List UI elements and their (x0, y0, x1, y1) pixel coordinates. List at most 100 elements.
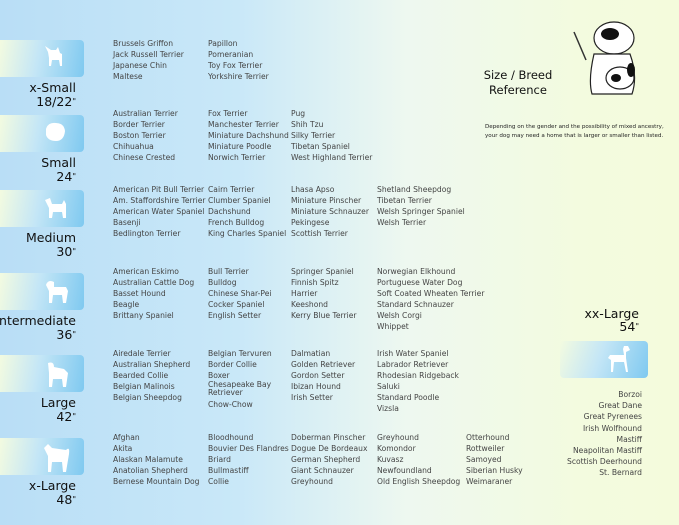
size-name: xx-Large (584, 306, 639, 321)
breed-item: King Charles Spaniel (208, 229, 287, 238)
breed-item: Doberman Pinscher (291, 433, 366, 442)
breed-item: Scottish Terrier (291, 229, 348, 238)
breed-item: Airedale Terrier (113, 349, 171, 358)
breed-column: Fox Terrier Manchester Terrier Miniature D… (208, 108, 289, 163)
size-box-intermediate (0, 273, 84, 310)
size-label-x-large: x-Large 48" (29, 479, 76, 507)
breed-column: Doberman Pinscher Dogue De Bordeaux German… (291, 432, 367, 487)
breed-item: Great Pyrenees (583, 412, 642, 422)
breed-item: Bull Terrier (208, 267, 249, 276)
inch-mark: " (72, 97, 76, 106)
size-disclaimer: Depending on the gender and the possibil… (485, 123, 664, 140)
size-box-large (0, 355, 84, 392)
breed-item: Tibetan Terrier (377, 196, 432, 205)
breed-item: Cairn Terrier (208, 185, 255, 194)
breed-item: Boxer (208, 371, 230, 380)
breed-item: Siberian Husky (466, 466, 523, 475)
breed-item: Greyhound (377, 433, 419, 442)
papillon-silhouette-icon (45, 46, 62, 66)
breed-item: Fox Terrier (208, 109, 248, 118)
size-inches: 30 (56, 244, 73, 259)
note-line: Depending on the gender and the possibil… (485, 124, 664, 130)
breed-item: Gordon Setter (291, 371, 345, 380)
breed-item: Rhodesian Ridgeback (377, 371, 459, 380)
breed-item: Newfoundland (377, 466, 432, 475)
breed-item: Soft Coated Wheaten Terrier (377, 289, 485, 298)
breed-item: Alaskan Malamute (113, 455, 183, 464)
breed-item: Otterhound (466, 433, 510, 442)
page-title: Size / Breed Reference (482, 68, 554, 98)
xx-large-breed-list: Borzoi Great Dane Great Pyrenees Irish Wolf… (567, 389, 642, 479)
breed-column: Lhasa Apso Miniature Pinscher Miniature Sc… (291, 184, 369, 239)
breed-item: Chinese Shar-Pei (208, 289, 272, 298)
breed-item: Pug (291, 109, 306, 118)
inch-mark: " (635, 322, 639, 331)
size-label-medium: Medium 30" (26, 231, 76, 259)
breed-item: Bernese Mountain Dog (113, 477, 200, 486)
breed-item: Harrier (291, 289, 318, 298)
size-inches: 48 (56, 492, 73, 507)
inch-mark: " (72, 247, 76, 256)
breed-item: Beagle (113, 300, 140, 309)
great-dane-silhouette-icon (608, 346, 630, 372)
size-label-xx-large: xx-Large 54" (585, 307, 639, 333)
breed-item: Pomeranian (208, 50, 254, 59)
breed-item: Miniature Dachshund (208, 131, 289, 140)
breed-item: Scottish Deerhound (567, 457, 642, 467)
breed-item: Boston Terrier (113, 131, 166, 140)
breed-item: Whippet (377, 322, 409, 331)
breed-item: West Highland Terrier (291, 153, 373, 162)
size-box-small (0, 115, 84, 152)
breed-item: Chow-Chow (208, 400, 253, 409)
breed-column: Australian Terrier Border Terrier Boston T… (113, 108, 178, 163)
breed-column: Irish Water Spaniel Labrador Retriever Rho… (377, 348, 459, 414)
breed-item: Samoyed (466, 455, 502, 464)
breed-item: Dogue De Bordeaux (291, 444, 368, 453)
breed-item: Komondor (377, 444, 416, 453)
breed-item: Brittany Spaniel (113, 311, 174, 320)
breed-item: American Water Spaniel (113, 207, 205, 216)
breed-item: Maltese (113, 72, 143, 81)
breed-item: Japanese Chin (113, 61, 167, 70)
breed-item: Miniature Schnauzer (291, 207, 369, 216)
breed-item: Borzoi (618, 390, 642, 399)
size-label-x-small: x-Small 18/22" (29, 81, 76, 109)
breed-item: Springer Spaniel (291, 267, 354, 276)
breed-item: Bullmastiff (208, 466, 249, 475)
size-box-x-large (0, 438, 84, 475)
breed-item: Anatolian Shepherd (113, 466, 188, 475)
breed-item: Akita (113, 444, 133, 453)
size-inches: 54 (619, 319, 636, 334)
size-label-intermediate: Intermediate 36" (0, 314, 76, 342)
breed-item: Chesapeake Bay Retriever (208, 380, 272, 397)
retriever-silhouette-icon (48, 362, 68, 387)
breed-column: Afghan Akita Alaskan Malamute Anatolian She… (113, 432, 200, 487)
inch-mark: " (72, 495, 76, 504)
breed-item: Golden Retriever (291, 360, 356, 369)
breed-item: English Setter (208, 311, 262, 320)
breed-column: Papillon Pomeranian Toy Fox Terrier Yorkshi… (208, 38, 269, 82)
breed-item: Bulldog (208, 278, 237, 287)
breed-item: Collie (208, 477, 229, 486)
breed-item: Keeshond (291, 300, 328, 309)
size-name: x-Large (28, 478, 76, 493)
breed-item: Portuguese Water Dog (377, 278, 463, 287)
size-box-medium (0, 190, 84, 227)
title-line: Reference (489, 83, 547, 97)
breed-column: Cairn Terrier Clumber Spaniel Dachshund Fre… (208, 184, 286, 239)
size-inches: 42 (56, 409, 73, 424)
size-name: Small (41, 155, 76, 170)
breed-item: Border Terrier (113, 120, 165, 129)
breed-item: French Bulldog (208, 218, 265, 227)
breed-item: Yorkshire Terrier (208, 72, 269, 81)
breed-item: Australian Shepherd (113, 360, 191, 369)
breed-item: Standard Schnauzer (377, 300, 454, 309)
note-line: your dog may need a home that is larger … (485, 132, 664, 139)
breed-item: Old English Sheepdog (377, 477, 461, 486)
breed-item: Ibizan Hound (291, 382, 341, 391)
breed-item: Toy Fox Terrier (208, 61, 263, 70)
inch-mark: " (72, 172, 76, 181)
breed-column: Bloodhound Bouvier Des Flandres Briard Bull… (208, 432, 289, 487)
breed-item: Shih Tzu (291, 120, 324, 129)
breed-item: Irish Water Spaniel (377, 349, 449, 358)
